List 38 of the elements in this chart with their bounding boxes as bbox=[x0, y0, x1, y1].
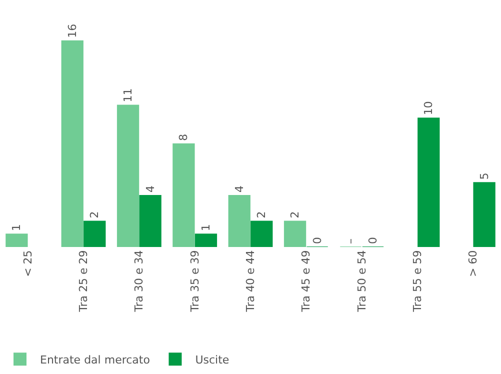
x-tick-label: Tra 45 e 49 bbox=[300, 250, 313, 313]
data-label: 16 bbox=[66, 24, 79, 38]
x-tick-label: < 25 bbox=[21, 250, 34, 277]
data-label: 1 bbox=[10, 224, 24, 232]
legend-label: Uscite bbox=[195, 353, 230, 366]
x-tick-label: Tra 25 e 29 bbox=[77, 250, 90, 313]
bar bbox=[418, 118, 440, 247]
x-tick-label: Tra 40 e 44 bbox=[244, 250, 258, 313]
data-label: 0 bbox=[310, 237, 324, 244]
data-label: 4 bbox=[144, 185, 157, 192]
x-tick-label: Tra 55 e 59 bbox=[411, 250, 424, 313]
data-label: – bbox=[344, 238, 358, 244]
x-tick-label: > 60 bbox=[466, 250, 480, 277]
bar bbox=[473, 182, 496, 247]
bar bbox=[284, 220, 306, 247]
x-tick-label: Tra 35 e 39 bbox=[188, 250, 202, 313]
bar bbox=[116, 104, 140, 247]
bar bbox=[84, 220, 106, 247]
bar bbox=[250, 220, 273, 247]
data-label: 4 bbox=[232, 185, 246, 192]
data-label: 11 bbox=[122, 88, 135, 102]
data-label: 10 bbox=[422, 101, 436, 116]
bar bbox=[139, 194, 162, 247]
x-tick-label: Tra 30 e 34 bbox=[132, 250, 146, 313]
bar bbox=[194, 234, 218, 247]
legend-label: Entrate dal mercato bbox=[40, 353, 150, 366]
data-label: 2 bbox=[255, 211, 268, 218]
bar bbox=[6, 234, 28, 247]
bar bbox=[228, 194, 250, 247]
data-label: 8 bbox=[177, 134, 190, 141]
data-label: 1 bbox=[199, 224, 212, 232]
x-tick-label: Tra 50 e 54 bbox=[355, 250, 368, 313]
bar bbox=[61, 40, 84, 247]
data-label: 2 bbox=[288, 211, 302, 218]
data-label: 0 bbox=[366, 237, 380, 244]
data-label: 5 bbox=[478, 172, 491, 180]
bar bbox=[172, 143, 195, 247]
data-label: 2 bbox=[88, 211, 102, 218]
